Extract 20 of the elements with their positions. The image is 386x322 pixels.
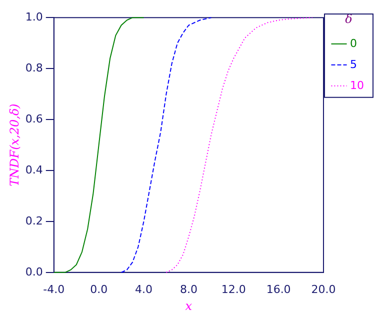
x-axis-title: x <box>185 298 192 313</box>
y-tick-label: 0.6 <box>25 112 43 126</box>
y-tick-label: 1.0 <box>25 10 43 24</box>
y-tick-label: 0.0 <box>25 265 43 278</box>
y-tick-label: 0.8 <box>25 61 43 74</box>
y-axis-title: TNDF(x,20,δ) <box>7 103 22 186</box>
x-tick-label: 16.0 <box>266 282 291 296</box>
x-tick-label: 4.0 <box>135 282 153 296</box>
x-tick-label: 20.0 <box>311 282 336 296</box>
legend-label: 5 <box>350 58 358 71</box>
x-tick-label: 8.0 <box>180 282 198 296</box>
legend-label: 10 <box>350 78 364 92</box>
y-tick-label: 0.2 <box>25 214 43 228</box>
line-series <box>120 17 212 273</box>
line-series <box>166 17 313 273</box>
legend-label: 0 <box>350 36 358 50</box>
x-tick-label: 12.0 <box>221 282 246 296</box>
x-tick-label: -4.0 <box>43 282 65 296</box>
x-tick-label: 0.0 <box>90 282 108 296</box>
y-tick-label: 0.4 <box>25 163 43 176</box>
